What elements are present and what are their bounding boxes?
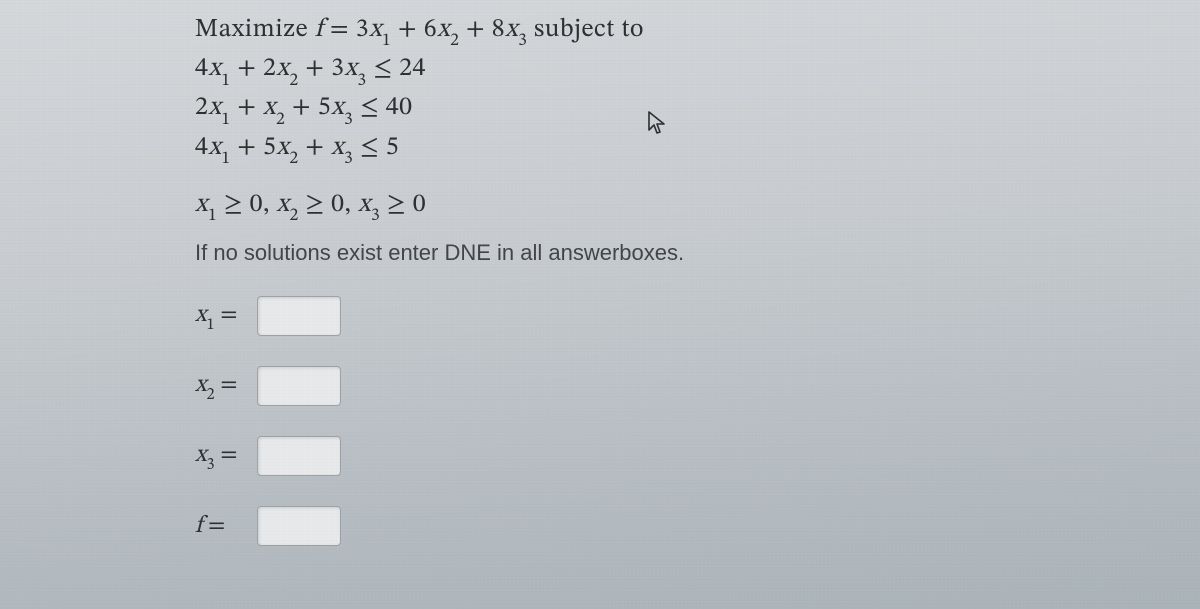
answer-input-x3[interactable] — [257, 436, 341, 476]
constraint-2: 2x1 + x2 + 5x3 ≤ 40 — [195, 92, 1015, 127]
constraint-1: 4x1 + 2x2 + 3x3 ≤ 24 — [195, 53, 1015, 88]
answer-input-x2[interactable] — [257, 366, 341, 406]
answer-input-x1[interactable] — [257, 296, 341, 336]
maximize-prefix: Maximize — [195, 17, 315, 43]
answer-row-x2: x2 = — [195, 366, 1015, 406]
answer-label-f: f = — [195, 511, 257, 541]
answer-label-x2: x2 = — [195, 370, 257, 403]
objective-line: Maximize f = 3x1 + 6x2 + 8x3 subject to — [195, 14, 1015, 49]
answer-row-x3: x3 = — [195, 436, 1015, 476]
problem-container: Maximize f = 3x1 + 6x2 + 8x3 subject to … — [195, 10, 1015, 576]
answer-label-x1: x1 = — [195, 300, 257, 333]
instruction-text: If no solutions exist enter DNE in all a… — [195, 240, 1015, 266]
answer-input-f[interactable] — [257, 506, 341, 546]
nonnegativity: x1 ≥ 0, x2 ≥ 0, x3 ≥ 0 — [195, 189, 1015, 224]
constraint-3: 4x1 + 5x2 + x3 ≤ 5 — [195, 132, 1015, 167]
answer-row-x1: x1 = — [195, 296, 1015, 336]
answer-row-f: f = — [195, 506, 1015, 546]
answer-label-x3: x3 = — [195, 440, 257, 473]
